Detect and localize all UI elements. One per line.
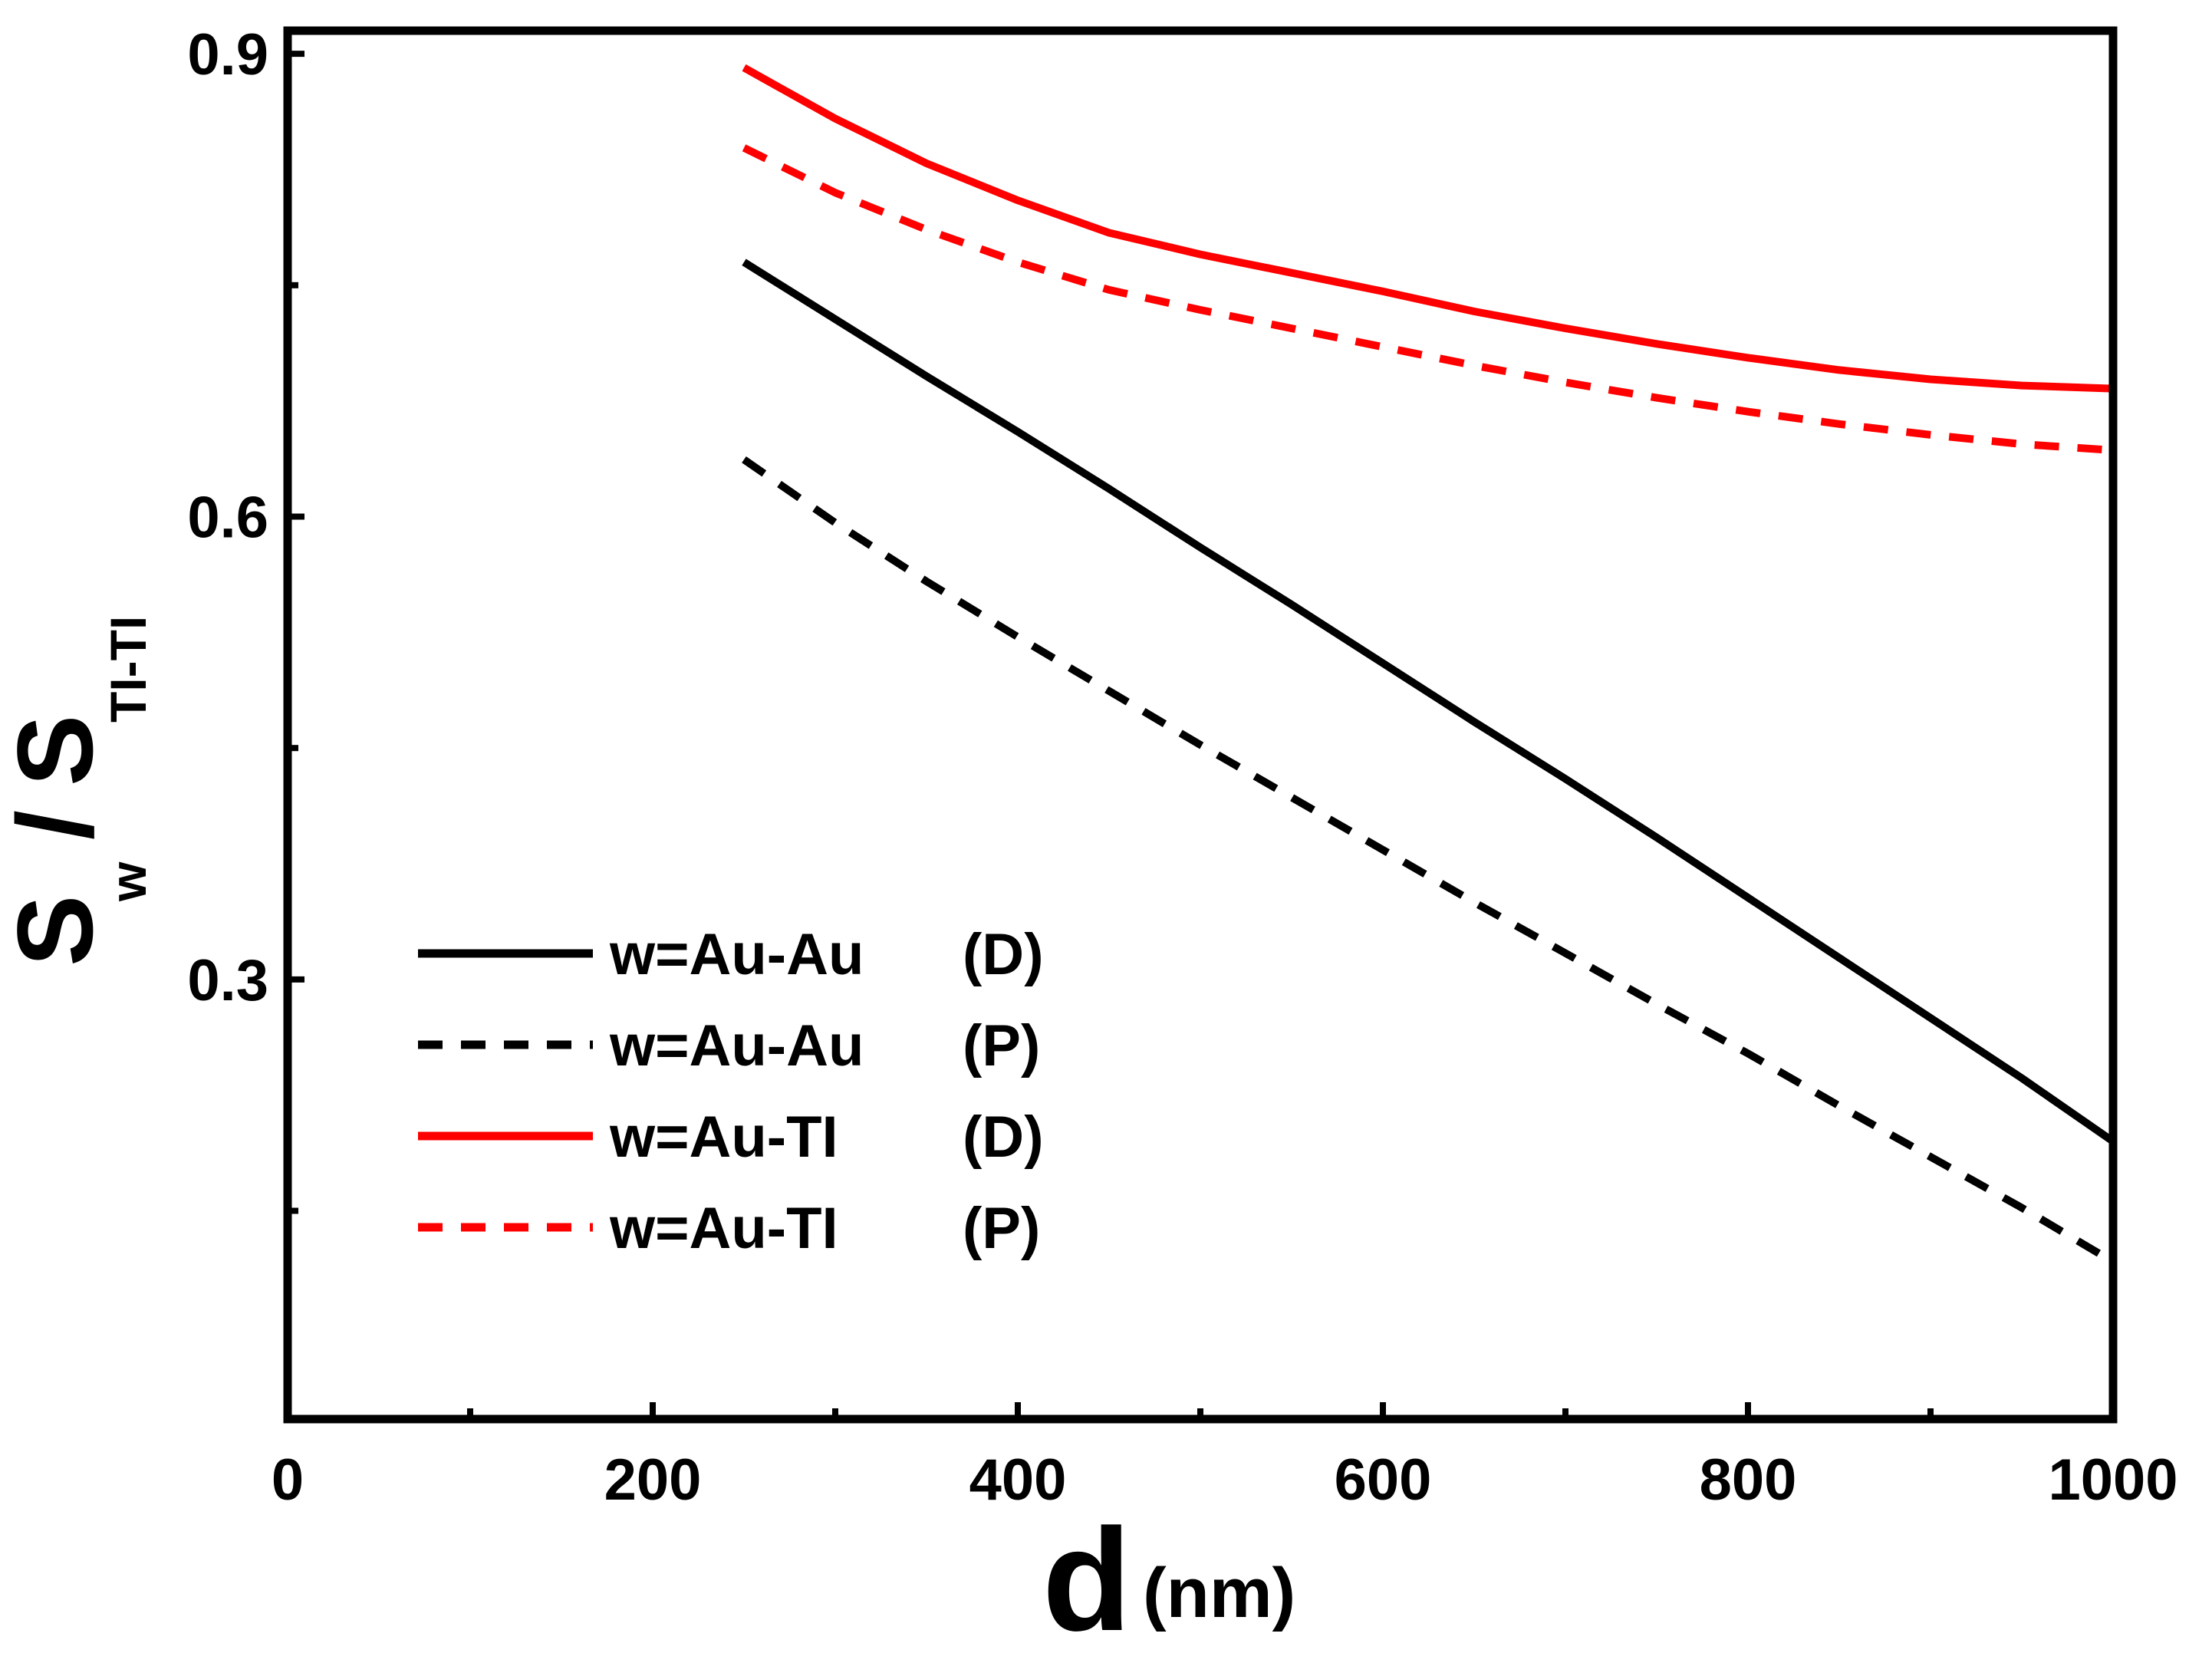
- x-tick-label: 200: [604, 1447, 702, 1513]
- y-label-s1: S: [0, 895, 115, 967]
- legend-label-3: w=Au-TI: [609, 1105, 838, 1170]
- y-label-sub1: w: [100, 861, 156, 902]
- series-line-4: [742, 144, 2114, 454]
- legend-mode-1: (D): [963, 922, 1044, 987]
- x-axis-unit: (nm): [1143, 1554, 1295, 1632]
- legend-mode-4: (P): [963, 1196, 1040, 1261]
- y-axis-label: S w / S TI-TI: [0, 616, 156, 967]
- plot-frame: [283, 26, 2118, 1424]
- legend-mode-3: (D): [963, 1105, 1044, 1170]
- x-axis-label: d: [1042, 1499, 1131, 1661]
- tick-layer: 0 200 400 600 800 1000 0.3 0.6 0.9: [187, 22, 2177, 1513]
- y-tick-label: 0.6: [187, 486, 268, 551]
- x-tick-label: 800: [1700, 1447, 1797, 1513]
- legend-label-4: w=Au-TI: [609, 1196, 838, 1261]
- series-line-3: [742, 64, 2114, 393]
- y-tick-label: 0.9: [187, 22, 268, 87]
- series-line-2: [742, 456, 2115, 1266]
- legend: w=Au-Au (D) w=Au-Au (P) w=Au-TI (D) w=Au-TI (P): [418, 922, 1044, 1261]
- y-tick-label: 0.3: [187, 948, 268, 1013]
- legend-mode-2: (P): [963, 1013, 1040, 1078]
- legend-label-2: w=Au-Au: [609, 1013, 864, 1078]
- y-label-slash: /: [0, 810, 115, 840]
- x-tick-label: 0: [272, 1447, 304, 1513]
- x-tick-label: 600: [1335, 1447, 1432, 1513]
- series-line-1: [742, 259, 2115, 1145]
- y-label-sub2: TI-TI: [100, 616, 156, 723]
- series-layer: [742, 64, 2115, 1266]
- x-tick-label: 1000: [2048, 1447, 2177, 1513]
- y-label-s2: S: [0, 715, 115, 786]
- x-tick-label: 400: [969, 1447, 1067, 1513]
- legend-label-1: w=Au-Au: [609, 922, 864, 987]
